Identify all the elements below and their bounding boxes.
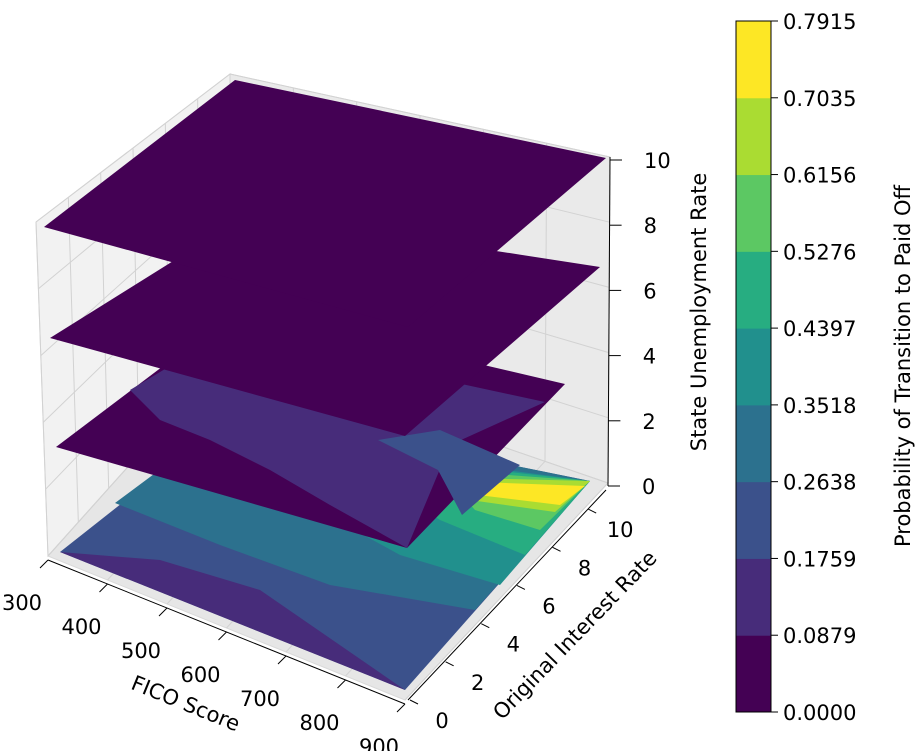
z-axis-line	[607, 156, 611, 487]
x-ticks: 300 400 500 600 700 800 900	[2, 559, 406, 751]
slice-z0-band-dark	[60, 552, 405, 690]
colorbar-tick-label: 0.4397	[783, 317, 856, 341]
grid-line	[404, 482, 609, 701]
colorbar-tick-label: 0.6156	[783, 164, 856, 188]
grid-line	[67, 197, 79, 523]
y-tick-label: 4	[507, 633, 520, 657]
colorbar-ticks: 0.0000 0.0879 0.1759 0.2638 0.3518 0.4397 0.52…	[771, 10, 856, 725]
z-ticks: 0 2 4 6 8 10	[608, 149, 671, 499]
slice-z3-band-blue	[378, 430, 520, 515]
colorbar-band	[736, 328, 771, 406]
colorbar-tick-label: 0.7915	[783, 10, 856, 34]
colorbar-label: Probability of Transition to Paid Off	[891, 184, 915, 547]
slice-z9	[44, 80, 606, 327]
colorbar-band	[736, 481, 771, 559]
y-tick	[481, 623, 490, 629]
z-tick-label: 4	[643, 345, 656, 369]
y-tick-label: 10	[607, 518, 634, 542]
y-tick	[409, 699, 419, 705]
y-tick	[445, 661, 454, 667]
x-tick-label: 700	[240, 687, 280, 711]
y-tick-label: 6	[542, 594, 555, 618]
y-axis-line	[407, 489, 607, 701]
colorbar-tick-label: 0.1759	[783, 547, 856, 571]
colorbar-frame	[735, 20, 772, 713]
x-tick	[337, 679, 346, 689]
colorbar-tick-label: 0.3518	[783, 394, 856, 418]
y-tick-label: 8	[578, 556, 591, 580]
z-tick-label: 6	[643, 279, 656, 303]
z-tick-label: 2	[642, 410, 655, 434]
y-tick	[516, 585, 526, 590]
z-axis-label: State Unemployment Rate	[687, 173, 711, 452]
colorbar-tick-label: 0.0879	[783, 624, 856, 648]
colorbar-tick-label: 0.2638	[783, 471, 856, 495]
colorbar-band	[736, 251, 771, 329]
colorbar-tick-label: 0.5276	[783, 240, 856, 264]
x-tick	[218, 631, 227, 641]
colorbar-band	[736, 635, 771, 713]
x-tick-label: 400	[61, 615, 101, 639]
colorbar: 0.0000 0.0879 0.1759 0.2638 0.3518 0.4397 0.52…	[735, 10, 915, 725]
colorbar-bands	[736, 21, 771, 713]
x-tick	[396, 703, 406, 713]
x-tick	[99, 583, 108, 593]
colorbar-band	[736, 558, 771, 636]
colorbar-band	[736, 174, 771, 252]
z-tick-label: 8	[644, 214, 657, 238]
colorbar-band	[736, 21, 771, 99]
z-tick-label: 0	[642, 475, 655, 499]
x-tick	[39, 559, 49, 569]
slice-z9-base	[44, 80, 606, 327]
colorbar-band	[736, 404, 771, 483]
grid-line	[35, 221, 49, 557]
x-tick	[158, 607, 168, 617]
y-tick-label: 2	[471, 671, 484, 695]
x-tick-label: 800	[299, 711, 339, 735]
slice-z0-band-yellow	[478, 482, 585, 505]
x-tick	[277, 655, 287, 665]
colorbar-tick-label: 0.7035	[783, 87, 856, 111]
colorbar-tick-label: 0.0000	[783, 701, 856, 725]
y-tick-label: 0	[435, 709, 448, 733]
colorbar-band	[736, 97, 771, 176]
y-tick	[552, 546, 561, 552]
z-tick-label: 10	[644, 149, 671, 173]
y-tick	[587, 508, 597, 514]
x-tick-label: 500	[121, 639, 161, 663]
x-tick-label: 900	[359, 735, 399, 751]
x-tick-label: 300	[2, 591, 42, 615]
x-tick-label: 600	[180, 663, 220, 687]
